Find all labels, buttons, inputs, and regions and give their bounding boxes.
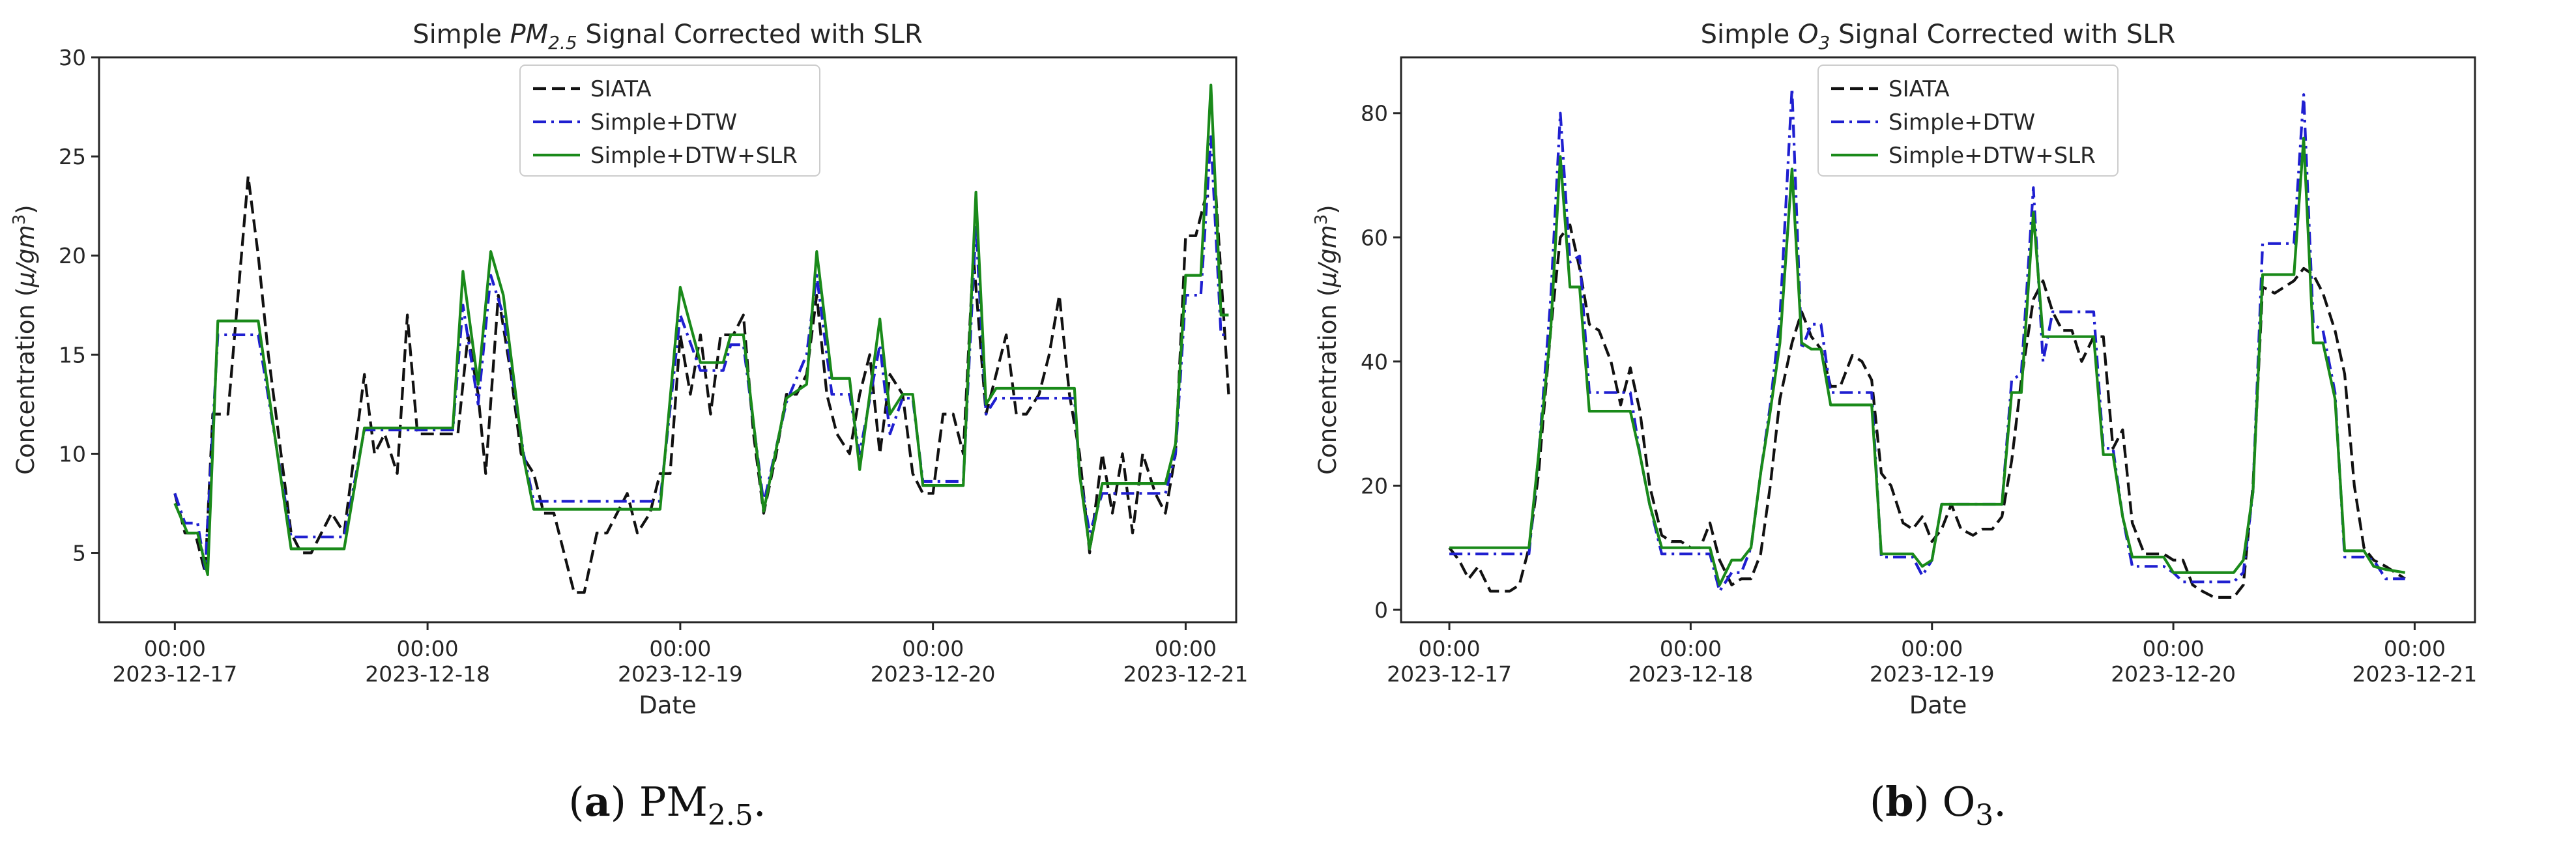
y-tick-label: 5: [72, 541, 86, 566]
y-tick-label: 20: [1361, 473, 1388, 498]
y-axis-label: Concentration (μ/gm3): [10, 205, 40, 474]
legend: SIATA Simple+DTW Simple+DTW+SLR: [1817, 65, 2119, 177]
series-line-siata: [173, 175, 1230, 594]
chart-panel-b: Simple O3 Signal Corrected with SLR 0 20 40…: [1312, 20, 2477, 832]
x-axis-label: Date: [1909, 691, 1967, 719]
series-group: [1448, 87, 2406, 599]
x-tick-label: 00:00 2023-12-18: [1628, 636, 1754, 687]
legend-box: [519, 65, 820, 177]
x-axis-label: Date: [639, 691, 696, 719]
x-tick-label: 00:00 2023-12-20: [2111, 636, 2236, 687]
chart-panel-a: Simple PM2.5 Signal Corrected with SLR 5 1…: [10, 20, 1248, 832]
series-line-simple-dtw-slr: [1449, 136, 2405, 586]
x-tick-label: 00:00 2023-12-21: [1123, 636, 1249, 687]
plot-frame: [1400, 56, 2476, 624]
legend-label: Simple+DTW+SLR: [1889, 143, 2096, 169]
series-group: [173, 83, 1230, 594]
legend-label: Simple+DTW: [590, 109, 737, 136]
y-tick-label: 15: [59, 342, 86, 367]
legend-label: Simple+DTW+SLR: [590, 143, 798, 169]
panel-caption: (b) O3.: [1870, 778, 2006, 832]
y-tick-label: 10: [59, 441, 86, 467]
y-tick-label: 80: [1361, 101, 1388, 126]
legend: SIATA Simple+DTW Simple+DTW+SLR: [519, 65, 820, 177]
plot-frame: [98, 56, 1237, 624]
chart-title: Simple PM2.5 Signal Corrected with SLR: [412, 20, 923, 53]
x-tick-label: 00:00 2023-12-18: [365, 636, 490, 687]
series-line-simple-dtw-slr: [173, 83, 1229, 577]
x-tick-label: 00:00 2023-12-19: [1870, 636, 1995, 687]
chart-title: Simple O3 Signal Corrected with SLR: [1701, 20, 2176, 53]
y-tick-label: 60: [1361, 225, 1388, 250]
y-tick-label: 0: [1374, 597, 1388, 623]
x-tick-label: 00:00 2023-12-21: [2352, 636, 2478, 687]
y-axis-label: Concentration (μ/gm3): [1312, 205, 1342, 474]
legend-label: SIATA: [1889, 76, 1950, 102]
y-tick-label: 30: [59, 45, 86, 70]
x-tick-label: 00:00 2023-12-20: [871, 636, 996, 687]
x-tick-label: 00:00 2023-12-17: [1387, 636, 1512, 687]
legend-label: SIATA: [590, 76, 652, 102]
y-tick-label: 20: [59, 243, 86, 268]
legend-box: [1817, 65, 2119, 177]
x-tick-label: 00:00 2023-12-19: [618, 636, 743, 687]
x-tick-label: 00:00 2023-12-17: [112, 636, 237, 687]
legend-label: Simple+DTW: [1889, 109, 2035, 136]
y-tick-label: 40: [1361, 349, 1388, 375]
panel-caption: (a) PM2.5.: [568, 778, 766, 832]
y-tick-label: 25: [59, 144, 86, 169]
